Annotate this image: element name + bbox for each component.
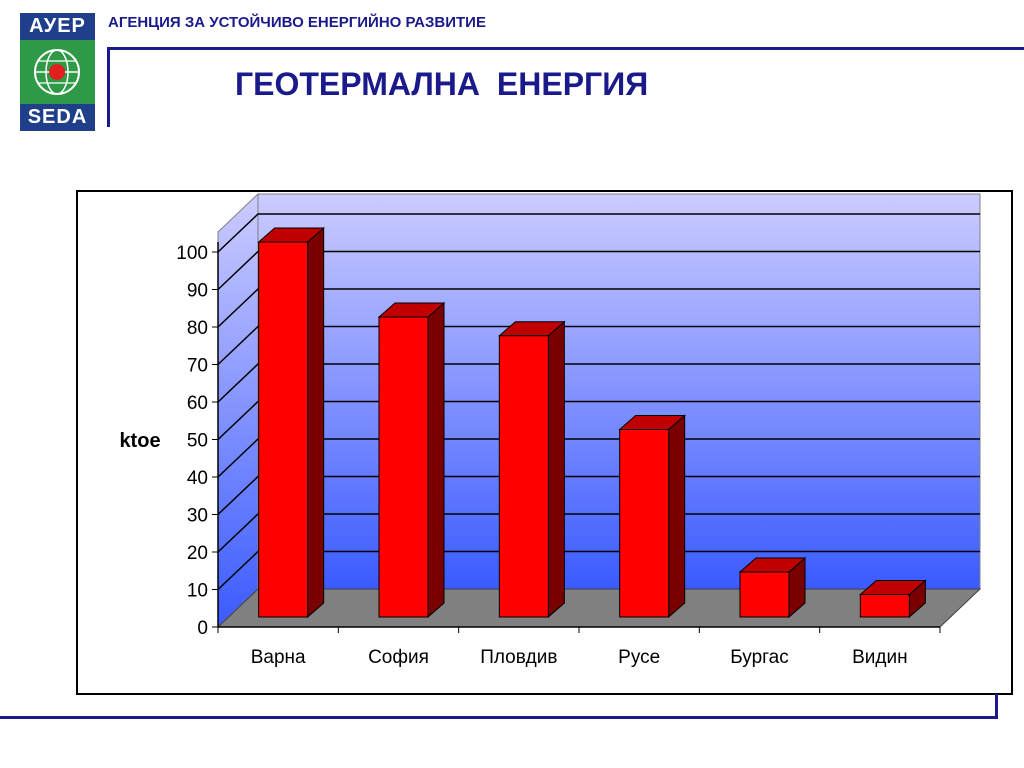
y-tick-label: 20 (187, 543, 208, 564)
gridline (217, 400, 980, 441)
bar (738, 556, 807, 619)
footer-divider-vertical (995, 694, 998, 719)
x-tick-label: Пловдив (480, 647, 557, 668)
bar-front (739, 571, 790, 618)
y-axis-label: ktoe (119, 430, 160, 452)
header-divider-vertical (107, 47, 110, 127)
bar-front (498, 335, 549, 618)
bar (377, 301, 446, 619)
gridline (217, 363, 980, 403)
logo-top-text: АУЕР (20, 13, 95, 40)
bar (859, 579, 927, 619)
gridline (217, 438, 980, 478)
agency-name: АГЕНЦИЯ ЗА УСТОЙЧИВО ЕНЕРГИЙНО РАЗВИТИЕ (108, 14, 486, 31)
seda-logo: АУЕР SEDA (20, 13, 95, 131)
y-tick-label: 90 (187, 281, 208, 302)
gridline (217, 213, 980, 253)
y-tick-label: 40 (187, 468, 208, 489)
x-tick-label: Варна (251, 647, 306, 668)
x-tick-label: Бургас (730, 647, 788, 668)
x-tick-label: Русе (618, 647, 660, 668)
logo-emblem (20, 40, 95, 104)
footer-divider (0, 716, 998, 719)
logo-bottom-text: SEDA (20, 104, 95, 131)
bar-side (427, 301, 445, 619)
gridline (217, 288, 980, 328)
y-tick-label: 80 (187, 318, 208, 339)
y-tick-label: 0 (197, 618, 208, 639)
gridline (217, 513, 980, 553)
globe-icon (34, 49, 80, 95)
chart-side-wall (217, 192, 259, 629)
x-tick-label: Видин (852, 647, 907, 668)
bar-front (258, 241, 309, 618)
gridline (217, 325, 980, 366)
bar-side (307, 226, 325, 619)
bar-front (619, 429, 670, 618)
bar-side (668, 414, 686, 619)
chart-back-wall (257, 193, 981, 590)
bar-front (859, 594, 910, 618)
y-tick-label: 10 (187, 581, 208, 602)
bar-front (378, 316, 429, 618)
bar-chart: 0 10 20 30 40 50 60 70 80 90 100 Варна София Пловдив Р… (119, 192, 982, 668)
y-tick-label: 100 (176, 243, 208, 264)
y-tick-label: 30 (187, 506, 208, 527)
gridline (217, 475, 980, 516)
x-tick-label: София (368, 647, 429, 668)
bar (498, 320, 566, 619)
y-tick-label: 50 (187, 431, 208, 452)
gridline (217, 250, 980, 291)
y-tick-label: 70 (187, 356, 208, 377)
page-title: ГЕОТЕРМАЛНА ЕНЕРГИЯ (235, 66, 649, 102)
bar (618, 414, 686, 619)
y-tick-label: 60 (187, 393, 208, 414)
header-divider (107, 47, 1024, 50)
gridline (217, 550, 980, 591)
chart-frame: 0 10 20 30 40 50 60 70 80 90 100 Варна София Пловдив Р… (76, 190, 1013, 695)
bar (257, 226, 325, 619)
bar-side (547, 320, 565, 619)
